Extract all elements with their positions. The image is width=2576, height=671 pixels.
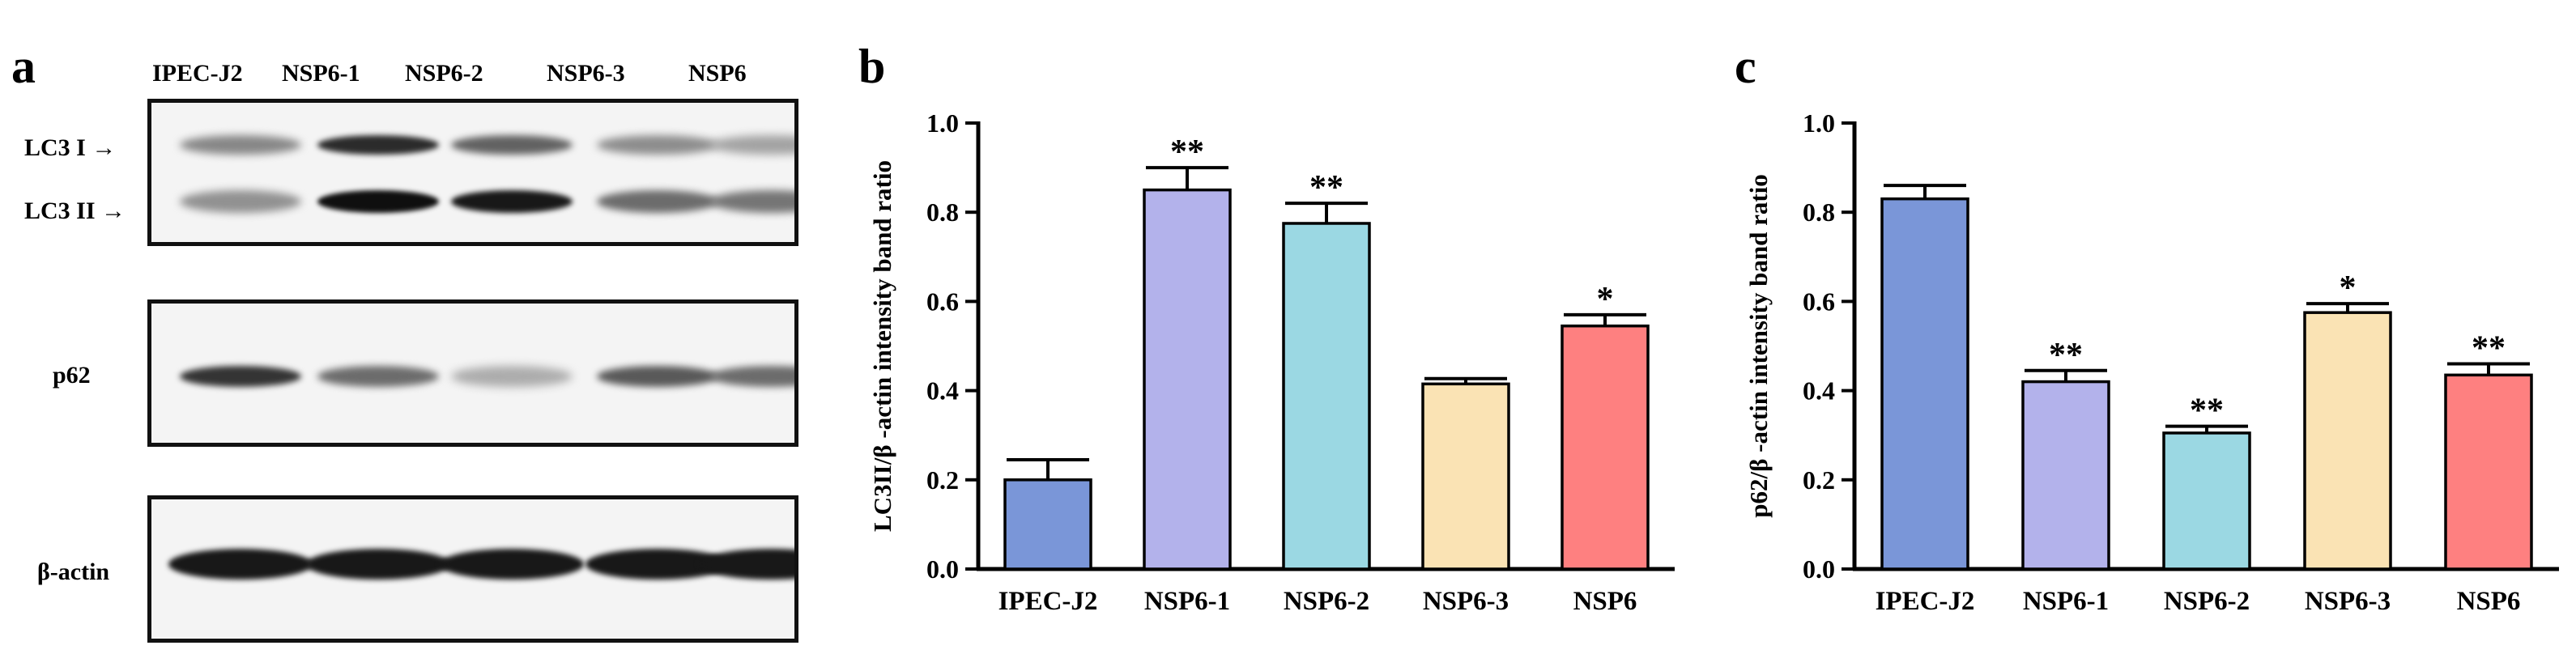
lc3ii-chart-panel: b 0.0 0.2 0.4 0.6 0.8 1.0 LC3II/β -actin inten…	[842, 0, 1692, 667]
x-tick-label-nsp6-1: NSP6-1	[2023, 587, 2109, 616]
row-label-lc3-2: LC3 II →	[24, 197, 126, 224]
band-lc3-1-nsp6-1	[317, 135, 439, 155]
y-tick-label: 0.4	[1803, 376, 1835, 406]
y-tick-label: 0.8	[1803, 197, 1835, 227]
y-axis-title: p62/β -actin intensity band ratio	[1744, 174, 1773, 518]
y-tick-label: 0.0	[1803, 554, 1835, 584]
bar-ipec-j2	[1880, 197, 1969, 571]
band-lc3-1-nsp6	[710, 135, 794, 155]
y-tick-label: 1.0	[1803, 108, 1835, 138]
x-tick-label-nsp6-1: NSP6-1	[1144, 587, 1230, 616]
row-label-p62: p62	[53, 362, 91, 389]
lane-label-ipec-j2: IPEC-J2	[152, 60, 243, 87]
lc3-blot-image	[147, 99, 798, 246]
significance-nsp6-2: **	[2190, 393, 2224, 430]
band-beta-actin-nsp6-2	[440, 549, 584, 580]
bar-nsp6-1	[2021, 380, 2110, 571]
panel-letter-b: b	[858, 40, 886, 93]
bar-nsp6-3	[1421, 382, 1510, 571]
bar-nsp6-2	[1282, 222, 1371, 571]
band-lc3-2-nsp6	[710, 190, 794, 213]
lane-label-nsp6-1: NSP6-1	[282, 60, 360, 87]
band-lc3-2-nsp6-3	[597, 190, 718, 213]
y-tick-label: 0.6	[926, 287, 959, 316]
x-tick-label-nsp6-3: NSP6-3	[1423, 587, 1509, 616]
bar-nsp6	[1561, 324, 1650, 571]
x-tick-label-nsp6-2: NSP6-2	[2164, 587, 2250, 616]
bar-nsp6-1	[1143, 188, 1232, 571]
y-tick-label: 0.6	[1803, 287, 1835, 316]
y-tick-label: 0.2	[1803, 465, 1835, 495]
bar-nsp6	[2444, 373, 2533, 571]
band-p62-nsp6-1	[317, 366, 439, 387]
lane-label-nsp6-2: NSP6-2	[405, 60, 483, 87]
y-tick-label: 0.8	[926, 197, 959, 227]
y-axis-title: LC3II/β -actin intensity band ratio	[868, 160, 896, 532]
significance-nsp6: *	[1597, 281, 1614, 318]
p62-bar-chart: 0.0 0.2 0.4 0.6 0.8 1.0 p62/β -actin intensity…	[1744, 108, 2559, 616]
bar-ipec-j2	[1003, 478, 1092, 571]
significance-nsp6-3: *	[2340, 270, 2357, 307]
significance-nsp6-1: **	[2049, 337, 2083, 374]
band-p62-nsp6	[710, 366, 794, 387]
lane-label-nsp6: NSP6	[688, 60, 747, 87]
row-label-lc3-1: LC3 I →	[24, 134, 117, 161]
p62-chart-panel: c 0.0 0.2 0.4 0.6 0.8 1.0 p62/β -actin intensi…	[1709, 0, 2576, 667]
y-tick-label: 0.4	[926, 376, 959, 406]
p62-blot-image	[147, 299, 798, 447]
band-lc3-1-nsp6-2	[451, 135, 573, 155]
band-lc3-2-nsp6-2	[451, 190, 573, 213]
x-tick-label-nsp6: NSP6	[2457, 587, 2521, 616]
significance-nsp6: **	[2472, 330, 2506, 367]
band-lc3-2-ipec-j2	[180, 190, 301, 213]
band-lc3-2-nsp6-1	[317, 190, 439, 213]
lc3ii-bar-chart: 0.0 0.2 0.4 0.6 0.8 1.0 LC3II/β -actin intensi…	[868, 108, 1675, 616]
band-beta-actin-nsp6	[699, 549, 794, 580]
band-beta-actin-nsp6-1	[306, 549, 450, 580]
band-p62-nsp6-2	[451, 366, 573, 387]
x-tick-label-nsp6-2: NSP6-2	[1284, 587, 1369, 616]
significance-nsp6-1: **	[1170, 134, 1204, 171]
western-blot-panel: a IPEC-J2 NSP6-1 NSP6-2 NSP6-3 NSP6 LC3 …	[0, 0, 818, 667]
significance-nsp6-2: **	[1309, 169, 1343, 206]
y-tick-label: 0.2	[926, 465, 959, 495]
x-tick-label-ipec-j2: IPEC-J2	[998, 587, 1098, 616]
panel-letter-a: a	[11, 40, 36, 93]
band-p62-nsp6-3	[597, 366, 718, 387]
lane-label-nsp6-3: NSP6-3	[547, 60, 625, 87]
row-label-beta-actin: β-actin	[37, 558, 110, 585]
y-tick-label: 1.0	[926, 108, 959, 138]
bar-nsp6-2	[2162, 431, 2251, 571]
band-lc3-1-nsp6-3	[597, 135, 718, 155]
y-tick-label: 0.0	[926, 554, 959, 584]
x-tick-label-nsp6: NSP6	[1573, 587, 1637, 616]
band-beta-actin-ipec-j2	[168, 549, 313, 580]
bar-nsp6-3	[2303, 311, 2392, 571]
band-lc3-1-ipec-j2	[180, 135, 301, 155]
panel-letter-c: c	[1735, 40, 1756, 93]
beta-actin-blot-image	[147, 495, 798, 643]
x-tick-label-nsp6-3: NSP6-3	[2305, 587, 2391, 616]
band-p62-ipec-j2	[180, 366, 301, 387]
x-tick-label-ipec-j2: IPEC-J2	[1876, 587, 1975, 616]
